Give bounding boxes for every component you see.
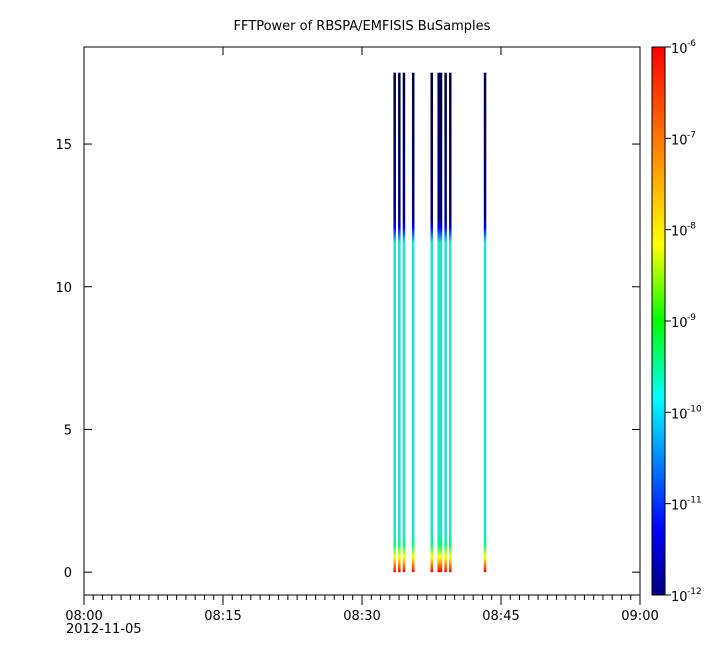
colorbar-tick-base: 10 xyxy=(671,225,688,240)
spectrogram-column xyxy=(430,72,433,573)
colorbar-tick-exponent: -10 xyxy=(687,404,702,414)
colorbar-tick-exponent: -8 xyxy=(687,222,696,232)
y-tick-label: 5 xyxy=(64,423,72,438)
y-tick-label: 15 xyxy=(55,138,72,153)
colorbar-tick-label: 10 -7 xyxy=(671,130,696,148)
colorbar-tick-base: 10 xyxy=(671,133,688,148)
colorbar-tick-label: 10 -10 xyxy=(671,404,702,422)
colorbar-tick-label: 10 -12 xyxy=(671,587,702,605)
y-axis-ticks: 0 5 10 15 xyxy=(55,138,640,581)
x-date-label: 2012-11-05 xyxy=(66,622,142,637)
colorbar-tick-label: 10 -8 xyxy=(671,222,696,240)
spectrogram-column xyxy=(437,72,440,573)
x-tick-label: 09:00 xyxy=(621,609,658,624)
x-tick-label: 08:00 xyxy=(65,609,102,624)
colorbar-tick-label: 10 -11 xyxy=(671,496,702,514)
colorbar-tick-exponent: -6 xyxy=(687,39,696,49)
spectrogram-column xyxy=(393,72,396,573)
spectrogram-column xyxy=(411,72,415,573)
x-axis-ticks: 08:00 08:15 08:30 08:45 09:00 xyxy=(65,47,659,624)
colorbar-tick-label: 10 -9 xyxy=(671,313,696,331)
data-columns xyxy=(393,72,487,573)
colorbar-tick-exponent: -9 xyxy=(687,313,696,323)
colorbar-tick-base: 10 xyxy=(671,499,688,514)
plot-frame xyxy=(83,46,641,596)
chart-title: FFTPower of RBSPA/EMFISIS BuSamples xyxy=(234,19,491,34)
x-tick-label: 08:45 xyxy=(482,609,519,624)
x-tick-label: 08:30 xyxy=(343,609,380,624)
colorbar-tick-exponent: -11 xyxy=(687,496,702,506)
spectrogram-column xyxy=(444,72,447,573)
spectrogram-column xyxy=(398,72,401,573)
spectrogram-column xyxy=(402,72,406,573)
spectrogram-column xyxy=(449,72,452,573)
colorbar-tick-label: 10 -6 xyxy=(671,39,696,57)
colorbar-tick-base: 10 xyxy=(671,590,688,605)
colorbar-tick-base: 10 xyxy=(671,316,688,331)
y-tick-label: 10 xyxy=(55,281,72,296)
colorbar-tick-base: 10 xyxy=(671,407,688,422)
colorbar-tick-exponent: -12 xyxy=(687,587,702,597)
plot-area: 08:00 08:15 08:30 08:45 09:00 0 5 10 15 xyxy=(55,46,659,624)
y-tick-label: 0 xyxy=(64,566,72,581)
spectrogram-column xyxy=(439,72,443,573)
x-tick-label: 08:15 xyxy=(204,609,241,624)
colorbar-tick-base: 10 xyxy=(671,42,688,57)
colorbar-gradient xyxy=(651,46,666,596)
spectrogram-column xyxy=(483,72,487,573)
colorbar-tick-exponent: -7 xyxy=(687,130,696,140)
